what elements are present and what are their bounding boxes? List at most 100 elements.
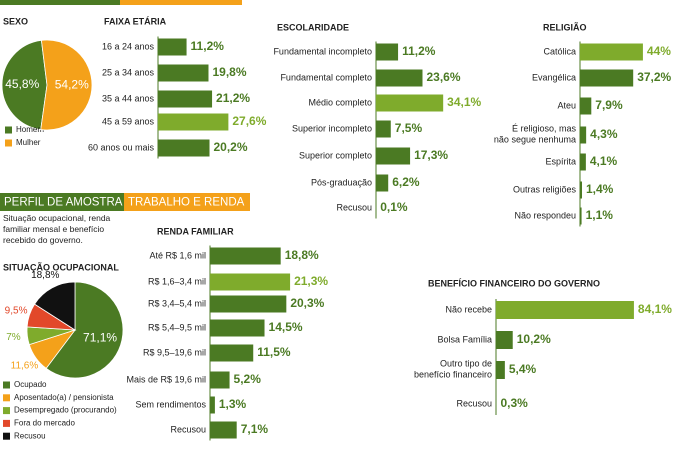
legend-label: Ocupado bbox=[14, 380, 47, 389]
value-label: 34,1% bbox=[447, 95, 481, 109]
bar bbox=[580, 153, 586, 171]
legend-label: Aposentado(a) / pensionista bbox=[14, 393, 114, 402]
value-label: 17,3% bbox=[414, 148, 448, 162]
category-label: Fundamental incompleto bbox=[273, 46, 372, 56]
bar bbox=[496, 361, 505, 379]
category-label: Bolsa Família bbox=[437, 334, 492, 344]
slice-label: 54,2% bbox=[55, 77, 89, 91]
bar bbox=[210, 344, 254, 362]
value-label: 18,8% bbox=[285, 248, 319, 262]
slice-label: 18,8% bbox=[31, 270, 59, 281]
legend-label: Desempregado (procurando) bbox=[14, 406, 117, 415]
value-label: 11,5% bbox=[257, 345, 291, 359]
category-label: Outras religiões bbox=[513, 184, 577, 194]
category-label: Fundamental completo bbox=[280, 72, 372, 82]
pie-slice bbox=[1, 39, 48, 131]
category-label: R$ 9,5–19,6 mil bbox=[143, 347, 206, 357]
category-label: 16 a 24 anos bbox=[102, 41, 155, 51]
bar bbox=[210, 396, 215, 414]
value-label: 1,3% bbox=[219, 397, 247, 411]
chart-title: RELIGIÃO bbox=[543, 22, 587, 32]
value-label: 23,6% bbox=[426, 70, 460, 84]
bar bbox=[376, 69, 423, 87]
category-label: Médio completo bbox=[308, 97, 372, 107]
category-label: Recusou bbox=[336, 202, 372, 212]
chart-title: ESCOLARIDADE bbox=[277, 22, 349, 32]
category-label: Até R$ 1,6 mil bbox=[149, 250, 206, 260]
legend-swatch bbox=[3, 381, 10, 389]
category-label: R$ 3,4–5,4 mil bbox=[148, 298, 206, 308]
bar bbox=[158, 38, 187, 56]
section-band bbox=[124, 193, 250, 211]
slice-label: 45,8% bbox=[5, 77, 39, 91]
value-label: 0,3% bbox=[500, 396, 528, 410]
value-label: 5,4% bbox=[509, 362, 537, 376]
value-label: 27,6% bbox=[232, 114, 266, 128]
category-label: Sem rendimentos bbox=[135, 399, 206, 409]
category-label: R$ 1,6–3,4 mil bbox=[148, 276, 206, 286]
category-label: É religioso, mas não segue nenhuma bbox=[494, 124, 577, 145]
value-label: 7,1% bbox=[241, 422, 269, 436]
value-label: 20,3% bbox=[290, 296, 324, 310]
category-label: Outro tipo de benefício financeiro bbox=[414, 359, 492, 380]
bar bbox=[376, 120, 391, 138]
legend-swatch bbox=[3, 432, 10, 440]
top-band bbox=[0, 0, 120, 5]
legend-label: Fora do mercado bbox=[14, 419, 75, 428]
bar bbox=[158, 90, 213, 108]
category-label: Mais de R$ 19,6 mil bbox=[126, 374, 206, 384]
category-label: Não recebe bbox=[445, 304, 492, 314]
pie-slice bbox=[34, 281, 76, 331]
value-label: 19,8% bbox=[212, 65, 246, 79]
value-label: 0,1% bbox=[380, 200, 408, 214]
slice-label: 11,6% bbox=[11, 361, 39, 372]
section-band bbox=[0, 193, 124, 211]
value-label: 10,2% bbox=[517, 332, 551, 346]
chart-title: FAIXA ETÁRIA bbox=[104, 16, 167, 26]
slice-label: 9,5% bbox=[5, 305, 28, 316]
slice-label: 71,1% bbox=[83, 331, 117, 345]
value-label: 4,3% bbox=[590, 127, 618, 141]
bar bbox=[376, 147, 411, 165]
category-label: Superior incompleto bbox=[292, 123, 372, 133]
value-label: 11,2% bbox=[191, 39, 225, 53]
bar bbox=[496, 301, 634, 319]
value-label: 7,5% bbox=[395, 121, 423, 135]
category-label: Recusou bbox=[170, 424, 206, 434]
value-label: 6,2% bbox=[392, 175, 420, 189]
value-label: 84,1% bbox=[638, 302, 672, 316]
category-label: Não respondeu bbox=[514, 210, 576, 220]
chart-title: RENDA FAMILIAR bbox=[157, 226, 234, 236]
legend-label: Homem bbox=[16, 125, 44, 134]
value-label: 44% bbox=[647, 44, 671, 58]
bar bbox=[210, 273, 291, 291]
bar bbox=[580, 97, 592, 115]
category-label: Recusou bbox=[456, 398, 492, 408]
bar bbox=[496, 331, 513, 349]
bar bbox=[580, 69, 634, 87]
value-label: 11,2% bbox=[402, 44, 436, 58]
bar bbox=[580, 207, 582, 225]
pie-slice bbox=[45, 281, 124, 379]
section-title: PERFIL DE AMOSTRA bbox=[4, 197, 123, 209]
category-label: 35 a 44 anos bbox=[102, 93, 155, 103]
value-label: 20,2% bbox=[214, 140, 248, 154]
bar bbox=[158, 113, 229, 131]
category-label: Superior completo bbox=[299, 150, 372, 160]
value-label: 1,4% bbox=[586, 182, 614, 196]
value-label: 7,9% bbox=[595, 98, 623, 112]
category-label: Ateu bbox=[557, 100, 576, 110]
category-label: Católica bbox=[543, 46, 576, 56]
bar bbox=[376, 94, 444, 112]
value-label: 37,2% bbox=[637, 70, 671, 84]
legend-swatch bbox=[5, 126, 12, 134]
bar bbox=[580, 126, 587, 144]
category-label: Espírita bbox=[545, 156, 576, 166]
category-label: Evangélica bbox=[532, 72, 576, 82]
value-label: 14,5% bbox=[269, 320, 303, 334]
bar bbox=[210, 247, 281, 265]
bar bbox=[158, 64, 209, 82]
legend-label: Recusou bbox=[14, 431, 46, 440]
slice-label: 7% bbox=[6, 332, 21, 343]
